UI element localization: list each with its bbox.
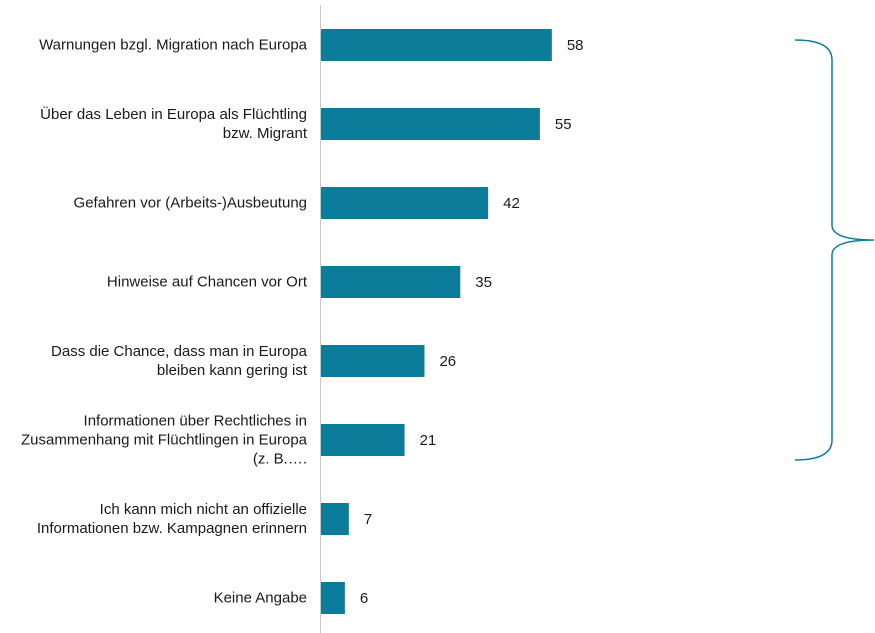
bar bbox=[321, 345, 425, 377]
bar bbox=[321, 503, 349, 535]
value-label: 21 bbox=[420, 432, 437, 449]
category-label: Gefahren vor (Arbeits-)Ausbeutung bbox=[73, 194, 307, 212]
category-label: Informationen über Rechtliches in Zusamm… bbox=[21, 412, 307, 468]
value-label: 58 bbox=[567, 37, 584, 54]
brace bbox=[794, 39, 875, 461]
bar bbox=[321, 29, 552, 61]
value-label: 35 bbox=[475, 274, 492, 291]
bar bbox=[321, 108, 540, 140]
bar bbox=[321, 582, 345, 614]
bar bbox=[321, 424, 405, 456]
category-label: Über das Leben in Europa als Flüchtling … bbox=[40, 106, 307, 142]
value-label: 6 bbox=[360, 590, 368, 607]
bar bbox=[321, 187, 489, 219]
value-label: 26 bbox=[439, 353, 456, 370]
category-label: Keine Angabe bbox=[213, 589, 307, 607]
category-label: Warnungen bzgl. Migration nach Europa bbox=[39, 36, 307, 54]
bar bbox=[321, 266, 461, 298]
category-label: Ich kann mich nicht an offizielle Inform… bbox=[36, 501, 307, 537]
value-label: 7 bbox=[364, 511, 372, 528]
category-label: Hinweise auf Chancen vor Ort bbox=[106, 273, 307, 291]
value-label: 55 bbox=[555, 116, 572, 133]
value-label: 42 bbox=[503, 195, 520, 212]
category-label: Dass die Chance, dass man in Europa blei… bbox=[51, 343, 307, 379]
